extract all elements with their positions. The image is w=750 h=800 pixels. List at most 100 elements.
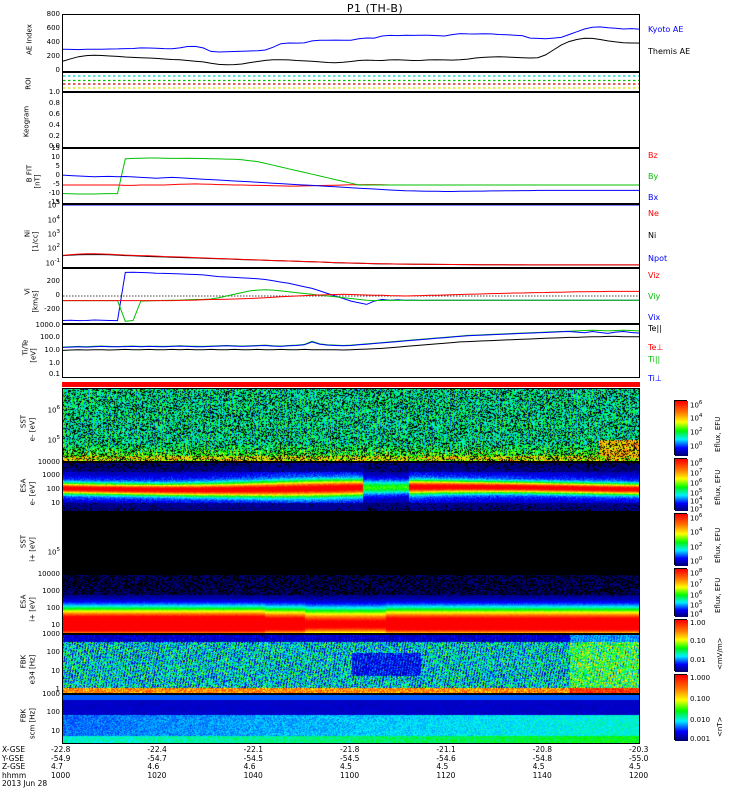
cbtick: 103 [690,504,703,514]
ytick: 1000 [42,471,60,479]
axis-tick-value: 1100 [340,770,360,780]
ytick: 100.0 [39,333,60,341]
colorbar-sst1-name: Eflux, EFU [714,416,722,452]
esa-ion-spectrogram [63,575,639,633]
axis-tick-value: 1120 [436,770,456,780]
legend-tiperp: Ti⊥ [648,374,662,383]
axis-date-label: 2013 Jun 28 [2,779,48,788]
ytick: 5 [55,162,60,170]
panel-ae [62,14,640,72]
colorbar-esa-electron [674,458,688,511]
ytick: 15 [51,144,60,152]
legend-teperp: Te⊥ [648,343,664,352]
axis-tick-value: -54.9 [51,753,71,763]
ytick: 1 [55,685,60,693]
ni-plot [63,205,639,266]
ytick: 10.0 [44,346,60,354]
legend-kyoto-ae: Kyoto AE [648,25,684,34]
cbtick: 0.01 [690,656,706,664]
cbtick: 107 [690,468,703,478]
axis-tick-value: 4.6 [243,762,256,771]
cbtick: 105 [690,600,703,610]
page-title: P1 (TH-B) [346,2,404,15]
axis-tick-value: -54.5 [243,753,264,763]
cbtick: 1.000 [690,674,711,682]
panel-bfit-yticks: 15 10 5 0 -5 -10 -15 [18,144,60,206]
colorbar-sst-electron [674,400,688,456]
ytick: 600 [46,24,60,32]
ytick: -10 [48,189,60,197]
ytick: 100 [46,485,60,493]
panel-esa2-yticks: 10000 1000 100 10 [16,571,60,634]
axis-tick-value: 4.5 [340,762,352,771]
ytick: 10 [51,153,60,161]
ytick: 1000 [42,690,60,698]
cbtick: 107 [690,579,703,589]
ytick: 0.2 [48,132,60,140]
ytick: 0.8 [48,99,60,107]
axis-tick-value: -22.1 [243,745,264,754]
ytick: -5 [53,180,60,188]
ytick: 0 [55,171,60,179]
colorbar-sst-ion [674,513,688,566]
cbtick: 100 [690,441,703,451]
axis-tick-value: 4.6 [147,762,160,771]
ytick: 100 [46,648,60,656]
axis-row-name: Y-GSE [2,753,24,763]
ytick: -200 [44,305,60,313]
ytick: 0.6 [48,110,60,118]
ytick: 105 [47,200,60,210]
axis-tick-value: -54.5 [340,753,360,763]
ytick: 10000 [37,458,60,466]
legend-by: By [648,172,659,181]
colorbar-fbk-bfield [674,674,688,741]
legend-vix: Vix [648,313,661,322]
red-status-bar [62,382,640,387]
legend-ne: Ne [648,209,659,218]
colorbar-esa2-name: Eflux, EFU [714,577,722,613]
axis-row-name: hhmm [2,770,27,780]
panel-ni [62,204,640,268]
legend-viy: Viy [648,292,661,301]
ytick: 1000 [42,587,60,595]
cbtick: 106 [690,590,703,600]
panel-sst1-yticks: 106 105 [18,388,60,462]
axis-tick-value: 4.5 [532,762,545,771]
legend-npot: Npot [648,254,668,263]
panel-tite-yticks: 1000.0 100.0 10.0 1.0 0.1 [14,322,61,378]
legend-viz: Viz [648,271,660,280]
legend-themis-ae: Themis AE [648,47,691,56]
cbtick: 0.010 [690,716,711,724]
colorbar-esa-ion [674,568,688,617]
panel-bfit [62,148,640,204]
ytick: 100 [46,708,60,716]
cbtick: 108 [690,568,703,578]
panel-ni-yticks: 105 104 103 102 10-1 [16,200,60,268]
ytick: 0.4 [48,121,60,129]
colorbar-esa1-name: Eflux, EFU [714,469,722,505]
cbtick: 106 [690,478,703,488]
panel-fbk-efield [62,634,640,694]
roi-plot [63,75,639,89]
cbtick: 104 [690,609,703,619]
cbtick: 108 [690,458,703,468]
panel-fbk-bfield [62,694,640,744]
ytick: -15 [48,198,60,206]
cbtick: 0.100 [690,695,711,703]
fbk-efield-spectrogram [63,635,639,693]
ytick: 10 [51,727,60,735]
axis-tick-value: 4.5 [436,762,449,771]
legend-tipar: Ti|| [648,355,661,364]
cbtick: 102 [690,427,703,437]
panel-vi-yticks: 200 0 -200 [18,268,60,324]
panel-sst-electron [62,388,640,462]
panel-sst-ion [62,512,640,574]
axis-row-name: X-GSE [2,745,26,754]
colorbar-fbk-efield [674,619,688,672]
panel-fbke-yticks: 1000 100 10 1 [16,631,60,694]
cbtick: 104 [690,496,703,506]
ytick: 0.1 [48,370,60,378]
legend-ni: Ni [648,231,657,240]
ytick: 0.0 [48,142,60,150]
cbtick: 105 [690,488,703,498]
